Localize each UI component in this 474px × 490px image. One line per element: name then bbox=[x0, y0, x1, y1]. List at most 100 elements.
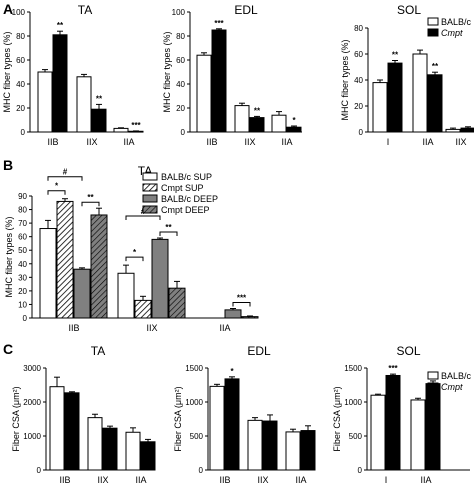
y-tick-label: 40 bbox=[176, 80, 185, 89]
legend-swatch bbox=[427, 17, 439, 26]
y-tick-label: 0 bbox=[181, 128, 186, 137]
bar bbox=[37, 71, 53, 133]
bar bbox=[412, 53, 428, 133]
y-tick-label: 90 bbox=[18, 192, 27, 201]
y-axis-label: Fiber CSA (μm²) bbox=[332, 386, 342, 451]
significance-label: ** bbox=[392, 51, 399, 60]
legend-label: BALB/c SUP bbox=[161, 172, 212, 182]
y-tick-label: 1000 bbox=[344, 398, 362, 407]
y-tick-label: 0 bbox=[23, 314, 28, 323]
significance-label: *** bbox=[131, 121, 141, 130]
category-label: IIB bbox=[59, 475, 70, 485]
y-tick-label: 70 bbox=[18, 219, 27, 228]
y-tick-label: 500 bbox=[349, 432, 363, 441]
y-tick-label: 80 bbox=[16, 32, 25, 41]
bar bbox=[125, 431, 141, 471]
bar bbox=[460, 127, 474, 133]
significance-label: ** bbox=[96, 94, 103, 103]
comparison-label: * bbox=[55, 182, 59, 191]
significance-label: *** bbox=[214, 19, 224, 28]
legend-label: Cmpt SUP bbox=[161, 183, 204, 193]
comparison-bracket bbox=[47, 176, 83, 181]
comparison-label: *** bbox=[237, 294, 247, 303]
bar bbox=[90, 214, 108, 319]
category-label: IIX bbox=[455, 137, 466, 147]
legend-label: Cmpt DEEP bbox=[161, 205, 210, 215]
category-label: IIB bbox=[68, 323, 79, 333]
comparison-bracket bbox=[125, 256, 144, 262]
y-tick-label: 1500 bbox=[344, 364, 362, 373]
y-tick-label: 40 bbox=[354, 76, 363, 85]
bar bbox=[76, 76, 92, 133]
bar bbox=[286, 126, 302, 133]
y-tick-label: 40 bbox=[16, 80, 25, 89]
bar bbox=[372, 82, 388, 133]
y-tick-label: 40 bbox=[18, 260, 27, 269]
bar bbox=[113, 127, 129, 133]
bar bbox=[39, 228, 57, 319]
y-tick-label: 10 bbox=[18, 300, 27, 309]
y-tick-label: 3000 bbox=[23, 364, 41, 373]
bar bbox=[385, 374, 401, 471]
legend-swatch bbox=[142, 194, 158, 203]
bar bbox=[64, 392, 80, 471]
y-axis-label: MHC fiber types (%) bbox=[4, 216, 14, 297]
bar bbox=[140, 441, 156, 471]
bar bbox=[102, 427, 118, 471]
y-tick-label: 20 bbox=[18, 287, 27, 296]
y-axis-label: MHC fiber types (%) bbox=[162, 31, 172, 112]
significance-label: * bbox=[292, 116, 296, 125]
bar bbox=[224, 309, 242, 319]
category-label: IIA bbox=[295, 475, 306, 485]
y-tick-label: 60 bbox=[16, 56, 25, 65]
category-label: I bbox=[387, 137, 390, 147]
category-label: IIB bbox=[47, 137, 58, 147]
y-tick-label: 20 bbox=[176, 104, 185, 113]
chart-title: SOL bbox=[396, 344, 420, 358]
y-tick-label: 60 bbox=[354, 50, 363, 59]
bar bbox=[271, 114, 287, 133]
legend-label: Cmpt bbox=[441, 382, 463, 392]
category-label: I bbox=[385, 475, 388, 485]
y-tick-label: 0 bbox=[37, 466, 42, 475]
bar bbox=[134, 299, 152, 319]
y-tick-label: 80 bbox=[354, 24, 363, 33]
bar bbox=[445, 128, 461, 133]
y-tick-label: 0 bbox=[358, 466, 363, 475]
comparison-bracket bbox=[232, 302, 251, 307]
bar bbox=[87, 417, 103, 471]
category-label: IIX bbox=[146, 323, 157, 333]
comparison-bracket bbox=[125, 215, 161, 221]
category-label: IIA bbox=[219, 323, 230, 333]
category-label: IIA bbox=[123, 137, 134, 147]
y-tick-label: 20 bbox=[16, 104, 25, 113]
y-tick-label: 60 bbox=[18, 233, 27, 242]
y-axis-label: MHC fiber types (%) bbox=[2, 31, 12, 112]
chart-title: TA bbox=[91, 344, 105, 358]
bar bbox=[117, 272, 135, 319]
y-axis-label: Fiber CSA (μm²) bbox=[173, 386, 183, 451]
legend-swatch bbox=[142, 205, 158, 214]
chart-title: EDL bbox=[234, 3, 258, 17]
bar bbox=[249, 117, 265, 133]
y-tick-label: 1500 bbox=[185, 364, 203, 373]
panel-label-a: A bbox=[3, 1, 13, 17]
comparison-bracket bbox=[81, 201, 100, 207]
significance-label: * bbox=[230, 367, 234, 376]
y-tick-label: 80 bbox=[176, 32, 185, 41]
chart-title: TA bbox=[78, 3, 92, 17]
category-label: IIA bbox=[422, 137, 433, 147]
y-tick-label: 0 bbox=[199, 466, 204, 475]
bar bbox=[209, 385, 225, 471]
chart-title: EDL bbox=[247, 344, 271, 358]
legend-swatch bbox=[142, 172, 158, 181]
bar bbox=[52, 34, 68, 133]
y-tick-label: 2000 bbox=[23, 398, 41, 407]
comparison-bracket bbox=[159, 231, 178, 237]
significance-label: ** bbox=[254, 106, 261, 115]
bar bbox=[56, 200, 74, 319]
y-tick-label: 1000 bbox=[185, 398, 203, 407]
category-label: IIX bbox=[244, 137, 255, 147]
comparison-label: ** bbox=[165, 223, 172, 232]
